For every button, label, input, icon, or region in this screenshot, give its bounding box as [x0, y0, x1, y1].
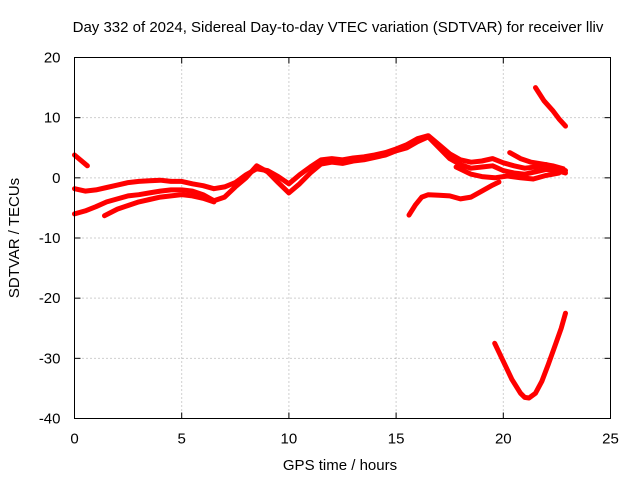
y-tick-label: -10	[39, 230, 61, 247]
x-tick-label: 0	[70, 431, 78, 448]
y-tick-label: -40	[39, 411, 61, 428]
y-tick-label: 20	[44, 50, 61, 67]
x-tick-label: 15	[388, 431, 405, 448]
grid	[74, 57, 611, 419]
series-line-trace-02	[72, 133, 568, 194]
series-line-trace-03	[72, 134, 568, 217]
series-line-trace-05	[453, 164, 562, 182]
series-line-trace-04	[102, 192, 217, 219]
series-line-trace-08	[533, 85, 568, 129]
axis-ticks: 0 5 10 15 20 25 -40 -30 -20 -10 0 10 20	[39, 50, 619, 448]
series-line-trace-09	[492, 310, 568, 401]
x-tick-label: 10	[281, 431, 298, 448]
plot-frame	[74, 57, 611, 419]
x-tick-label: 5	[178, 431, 186, 448]
series-line-trace-01	[72, 152, 90, 169]
y-tick-label: -20	[39, 290, 61, 307]
x-tick-label: 20	[495, 431, 512, 448]
y-tick-label: 0	[52, 170, 60, 187]
chart-title: Day 332 of 2024, Sidereal Day-to-day VTE…	[73, 19, 604, 36]
y-tick-label: -30	[39, 350, 61, 367]
series-layer	[72, 85, 568, 401]
x-axis-title: GPS time / hours	[283, 457, 397, 474]
series-line-trace-07	[507, 150, 566, 172]
series-line-trace-06	[406, 179, 502, 218]
y-axis-title: SDTVAR / TECUs	[6, 178, 23, 298]
y-tick-label: 10	[44, 110, 61, 127]
x-tick-label: 25	[602, 431, 619, 448]
